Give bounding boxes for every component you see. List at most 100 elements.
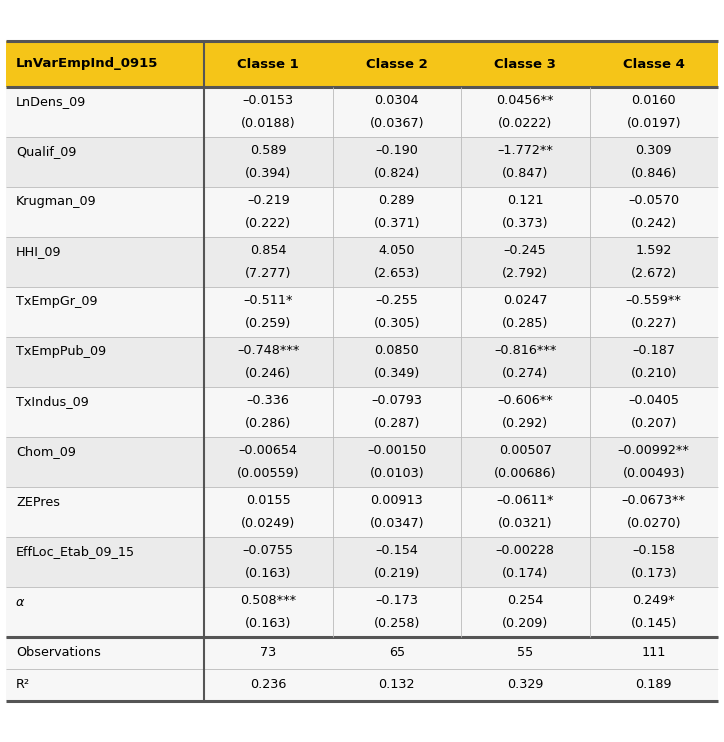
- Text: (0.292): (0.292): [502, 416, 548, 430]
- Bar: [6, 587, 204, 637]
- Bar: [589, 187, 718, 237]
- Bar: [461, 187, 589, 237]
- Bar: [589, 437, 718, 487]
- Text: 0.589: 0.589: [250, 145, 287, 157]
- Bar: [204, 137, 332, 187]
- Text: Classe 2: Classe 2: [366, 57, 428, 70]
- Bar: [332, 387, 461, 437]
- Bar: [6, 237, 204, 287]
- Text: 0.508***: 0.508***: [240, 594, 296, 608]
- Text: 0.0155: 0.0155: [246, 494, 290, 508]
- Bar: [204, 41, 332, 87]
- Text: 0.309: 0.309: [636, 145, 672, 157]
- Text: (0.0321): (0.0321): [498, 516, 552, 530]
- Text: (0.210): (0.210): [631, 367, 677, 379]
- Text: ZEPres: ZEPres: [16, 496, 60, 508]
- Bar: [204, 287, 332, 337]
- Text: (0.0347): (0.0347): [369, 516, 424, 530]
- Text: (0.246): (0.246): [245, 367, 291, 379]
- Bar: [332, 337, 461, 387]
- Text: α: α: [16, 596, 25, 608]
- Bar: [589, 287, 718, 337]
- Bar: [589, 487, 718, 537]
- Bar: [332, 287, 461, 337]
- Text: (0.222): (0.222): [245, 217, 291, 229]
- Text: (0.0249): (0.0249): [241, 516, 295, 530]
- Bar: [589, 137, 718, 187]
- Bar: [461, 137, 589, 187]
- Bar: [461, 87, 589, 137]
- Text: –0.0611*: –0.0611*: [497, 494, 554, 508]
- Text: –0.219: –0.219: [247, 194, 290, 208]
- Text: –0.187: –0.187: [632, 344, 675, 358]
- Text: (0.0103): (0.0103): [369, 467, 424, 479]
- Bar: [332, 237, 461, 287]
- Text: (0.394): (0.394): [245, 166, 291, 180]
- Bar: [204, 487, 332, 537]
- Bar: [589, 587, 718, 637]
- Bar: [204, 387, 332, 437]
- Text: Krugman_09: Krugman_09: [16, 195, 96, 209]
- Text: (0.258): (0.258): [374, 617, 420, 629]
- Text: 0.189: 0.189: [636, 678, 672, 692]
- Bar: [461, 587, 589, 637]
- Bar: [332, 537, 461, 587]
- Bar: [589, 537, 718, 587]
- Text: Classe 4: Classe 4: [623, 57, 685, 70]
- Text: (0.373): (0.373): [502, 217, 549, 229]
- Text: (7.277): (7.277): [245, 266, 292, 280]
- Text: –0.336: –0.336: [247, 395, 290, 407]
- Text: (2.792): (2.792): [502, 266, 548, 280]
- Text: (2.672): (2.672): [631, 266, 677, 280]
- Text: (0.227): (0.227): [631, 317, 677, 329]
- Text: 0.854: 0.854: [250, 245, 287, 257]
- Bar: [589, 387, 718, 437]
- Text: –0.245: –0.245: [504, 245, 547, 257]
- Text: (0.0367): (0.0367): [369, 116, 424, 130]
- Bar: [6, 337, 204, 387]
- Text: (0.371): (0.371): [374, 217, 420, 229]
- Text: TxEmpPub_09: TxEmpPub_09: [16, 346, 106, 358]
- Text: –0.00228: –0.00228: [496, 545, 555, 557]
- Bar: [204, 537, 332, 587]
- Bar: [6, 41, 204, 87]
- Text: (0.259): (0.259): [245, 317, 291, 329]
- Bar: [6, 669, 204, 701]
- Text: (0.163): (0.163): [245, 617, 292, 629]
- Text: –0.00992**: –0.00992**: [618, 444, 690, 458]
- Bar: [589, 237, 718, 287]
- Text: (0.0197): (0.0197): [626, 116, 681, 130]
- Text: –0.0673**: –0.0673**: [622, 494, 686, 508]
- Text: (0.00559): (0.00559): [237, 467, 300, 479]
- Bar: [6, 387, 204, 437]
- Text: 73: 73: [260, 646, 277, 660]
- Text: LnVarEmpInd_0915: LnVarEmpInd_0915: [16, 57, 159, 70]
- Text: (0.163): (0.163): [245, 566, 292, 580]
- Bar: [204, 437, 332, 487]
- Bar: [589, 41, 718, 87]
- Text: (0.00686): (0.00686): [494, 467, 557, 479]
- Bar: [589, 669, 718, 701]
- Text: (0.0222): (0.0222): [498, 116, 552, 130]
- Text: 0.0247: 0.0247: [503, 295, 547, 307]
- Bar: [204, 237, 332, 287]
- Bar: [332, 669, 461, 701]
- Bar: [6, 437, 204, 487]
- Text: 0.0456**: 0.0456**: [497, 94, 554, 108]
- Bar: [461, 487, 589, 537]
- Text: (0.173): (0.173): [631, 566, 677, 580]
- Text: R²: R²: [16, 678, 30, 692]
- Bar: [332, 637, 461, 669]
- Text: (0.174): (0.174): [502, 566, 549, 580]
- Text: 0.329: 0.329: [507, 678, 544, 692]
- Text: (0.847): (0.847): [502, 166, 549, 180]
- Bar: [6, 187, 204, 237]
- Text: (0.207): (0.207): [631, 416, 677, 430]
- Bar: [332, 587, 461, 637]
- Text: –0.0755: –0.0755: [243, 545, 294, 557]
- Text: (0.349): (0.349): [374, 367, 420, 379]
- Text: 0.249*: 0.249*: [632, 594, 675, 608]
- Text: –0.190: –0.190: [375, 145, 418, 157]
- Text: Qualif_09: Qualif_09: [16, 145, 76, 159]
- Text: (0.0188): (0.0188): [241, 116, 295, 130]
